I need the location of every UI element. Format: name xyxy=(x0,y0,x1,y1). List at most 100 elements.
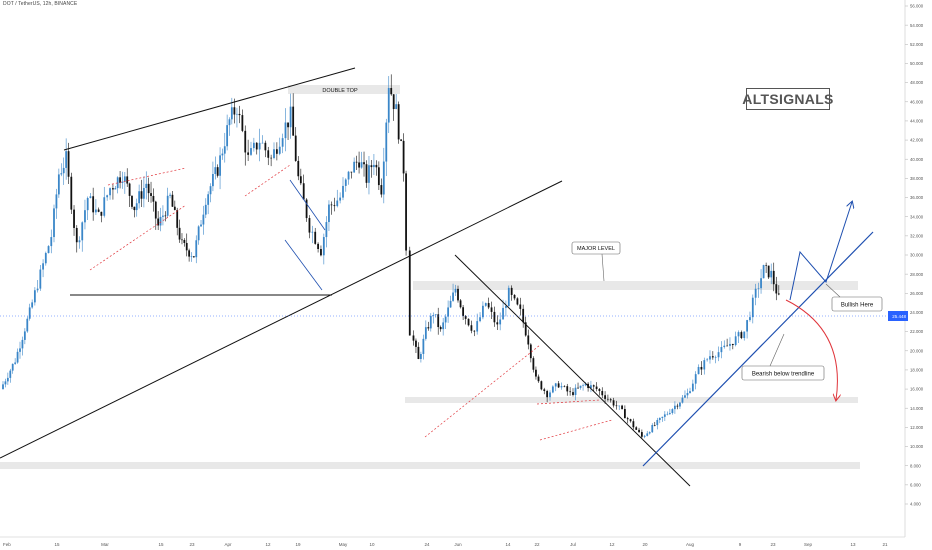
candle-body xyxy=(635,427,638,430)
candle-body xyxy=(60,173,63,175)
candle-body xyxy=(114,188,117,190)
candle-body xyxy=(684,395,686,398)
candle-body xyxy=(212,173,214,187)
candle-body xyxy=(405,173,407,251)
candle-body xyxy=(694,374,697,384)
y-tick-label: 22.000 xyxy=(910,329,924,334)
candle-body xyxy=(223,146,226,154)
candle-body xyxy=(100,211,103,216)
x-tick-label: 12 xyxy=(609,542,615,547)
candle-body xyxy=(154,201,157,219)
candle-body xyxy=(422,338,425,354)
candle-body xyxy=(28,307,31,319)
candle-body xyxy=(592,385,595,387)
candle-body xyxy=(78,240,81,243)
y-tick-label: 34.000 xyxy=(910,214,924,219)
candle-body xyxy=(112,188,114,190)
candle-body xyxy=(97,209,100,212)
candle-body xyxy=(439,327,442,330)
flag-line-top xyxy=(289,179,326,231)
candle-body xyxy=(582,385,584,386)
candle-body xyxy=(238,113,241,116)
candle-body xyxy=(264,142,267,151)
candle-body xyxy=(157,218,160,226)
candle-body xyxy=(437,314,440,328)
x-tick-label: Jun xyxy=(454,542,462,547)
candle-body xyxy=(363,162,365,165)
candle-body xyxy=(604,395,606,399)
x-tick-label: 23 xyxy=(770,542,776,547)
bearish-projection-arrow xyxy=(785,299,837,400)
candle-body xyxy=(487,303,490,308)
x-tick-label: 24 xyxy=(424,542,430,547)
candle-body xyxy=(703,360,706,370)
x-tick-label: 15 xyxy=(158,542,164,547)
candle-body xyxy=(188,250,191,257)
candle-body xyxy=(344,179,347,186)
candle-body xyxy=(169,194,171,196)
candle-body xyxy=(358,162,360,168)
candle-body xyxy=(537,376,540,382)
x-tick-label: 21 xyxy=(882,542,888,547)
candle-body xyxy=(560,386,563,388)
flag-line-bottom xyxy=(284,239,323,291)
candle-body xyxy=(330,204,333,206)
candle-body xyxy=(368,165,370,183)
candle-body xyxy=(484,303,487,306)
candle-body xyxy=(462,307,465,316)
candle-body xyxy=(459,300,462,308)
candle-body xyxy=(584,383,587,386)
candle-body xyxy=(557,383,560,388)
x-tick-label: May xyxy=(339,542,348,547)
support-zone-17 xyxy=(405,397,858,403)
candle-body xyxy=(250,148,252,155)
candle-body xyxy=(601,391,604,396)
candle-body xyxy=(123,176,126,182)
candle-body xyxy=(65,151,68,168)
double-top-zone xyxy=(288,85,400,94)
x-tick-label: 23 xyxy=(189,542,195,547)
candle-body xyxy=(375,164,378,168)
candle-body xyxy=(200,224,202,227)
candle-body xyxy=(464,315,467,319)
wedge-dash-1 xyxy=(107,167,187,186)
candle-body xyxy=(31,302,34,308)
candle-body xyxy=(623,409,626,419)
candle-body xyxy=(663,414,666,417)
candle-body xyxy=(62,167,65,174)
candle-body xyxy=(493,311,496,323)
x-tick-label: 14 xyxy=(505,542,511,547)
candle-body xyxy=(267,150,270,158)
candle-body xyxy=(400,139,403,141)
candle-body xyxy=(482,305,484,318)
candle-body xyxy=(387,87,390,123)
support-zone-10 xyxy=(0,462,860,469)
wedge-dash-2 xyxy=(89,204,187,271)
candle-body xyxy=(751,297,754,318)
candle-body xyxy=(643,435,646,437)
candle-body xyxy=(574,387,577,395)
candle-body xyxy=(566,386,569,392)
candle-body xyxy=(668,412,671,414)
candle-body xyxy=(595,386,598,390)
price-tag xyxy=(888,311,908,321)
candle-body xyxy=(214,167,217,174)
candle-body xyxy=(342,185,344,198)
candle-body xyxy=(648,432,651,434)
bearish-box xyxy=(741,365,825,381)
candle-body xyxy=(44,253,47,264)
candle-body xyxy=(658,417,661,420)
candle-body xyxy=(166,195,169,216)
candle-body xyxy=(297,160,300,177)
candle-body xyxy=(432,315,435,316)
candle-body xyxy=(131,195,133,207)
candle-body xyxy=(767,265,770,278)
wedge-dash-4 xyxy=(424,344,541,438)
candle-body xyxy=(563,386,566,387)
candle-body xyxy=(540,381,543,390)
candle-body xyxy=(16,351,19,363)
candle-body xyxy=(70,176,73,210)
candle-body xyxy=(219,155,221,176)
candle-body xyxy=(162,215,164,217)
